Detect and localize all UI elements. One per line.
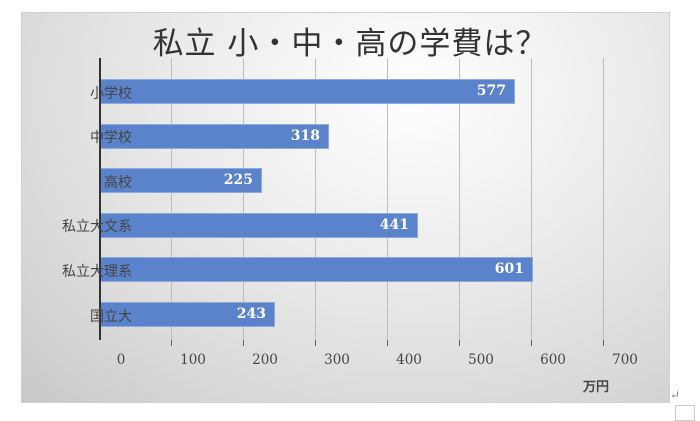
data-label: 441: [379, 217, 409, 233]
x-tick: [243, 340, 244, 346]
gridline: [243, 58, 244, 340]
category-label: 国立大: [90, 309, 132, 325]
gridline: [387, 58, 388, 340]
bar-junior-high[interactable]: 318: [100, 124, 329, 149]
x-tick: [315, 340, 316, 346]
gridline: [459, 58, 460, 340]
gridline: [171, 58, 172, 340]
bar-elementary[interactable]: 577: [100, 79, 515, 104]
x-tick-label: 400: [396, 352, 422, 368]
x-tick-label: 500: [468, 352, 494, 368]
data-label: 577: [476, 83, 506, 99]
x-tick: [531, 340, 532, 346]
category-label: 小学校: [90, 86, 132, 102]
bar-private-univ-humanities[interactable]: 441: [100, 213, 418, 238]
x-tick: [459, 340, 460, 346]
chart-title: 私立 小・中・高の学費は？: [152, 26, 548, 62]
x-tick-label: 600: [540, 352, 566, 368]
data-label: 601: [494, 261, 524, 277]
chart-area[interactable]: [21, 12, 670, 403]
gridline: [603, 58, 604, 340]
x-tick: [171, 340, 172, 346]
category-label: 私立大文系: [62, 219, 132, 235]
paragraph-return-icon: ↵: [670, 388, 681, 402]
category-label: 高校: [104, 175, 132, 191]
x-tick-label: 100: [180, 352, 206, 368]
x-tick-label: 300: [324, 352, 350, 368]
x-tick-label: 700: [612, 352, 638, 368]
category-label: 中学校: [90, 130, 132, 146]
gridline: [315, 58, 316, 340]
x-tick: [387, 340, 388, 346]
data-label: 225: [223, 172, 253, 188]
category-label: 私立大理系: [62, 264, 132, 280]
gridline: [531, 58, 532, 340]
data-label: 243: [236, 306, 266, 322]
bar-private-univ-science[interactable]: 601: [100, 257, 533, 282]
x-axis-unit-label: 万円: [583, 380, 610, 395]
y-axis-line: [99, 58, 101, 340]
plot-area: 577 318 225 441 601 243: [99, 58, 619, 346]
x-tick-label: 200: [252, 352, 278, 368]
x-tick: [603, 340, 604, 346]
bar-national-univ[interactable]: 243: [100, 302, 275, 327]
data-label: 318: [290, 128, 320, 144]
x-tick-label: 0: [116, 352, 126, 368]
layout-options-icon[interactable]: [675, 405, 695, 421]
